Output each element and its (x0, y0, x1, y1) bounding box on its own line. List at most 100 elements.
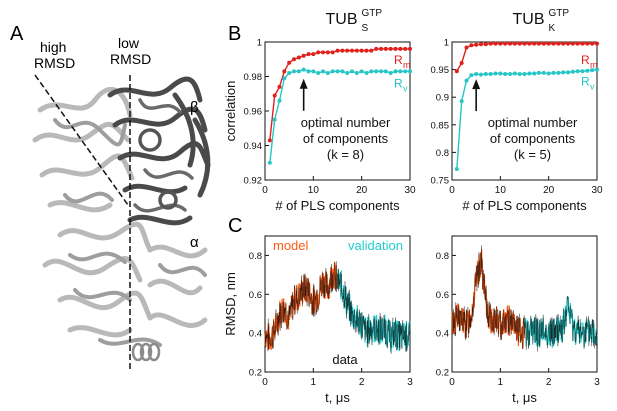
data-point (575, 69, 580, 74)
data-point (277, 84, 282, 89)
y-tick-label: 0.2 (436, 368, 449, 379)
x-axis-label: # of PLS components (462, 198, 587, 213)
data-point (527, 41, 532, 46)
data-point (532, 41, 537, 46)
legend-label-sub: v (403, 83, 408, 93)
data-point (345, 48, 350, 53)
data-point (561, 70, 566, 75)
data-point (379, 46, 383, 51)
low-rmsd-label-1: low (118, 35, 140, 51)
data-point (388, 46, 393, 51)
mid-ribbons (53, 118, 207, 347)
high-rmsd-label-1: high (40, 39, 66, 55)
x-axis-label: t, μs (325, 390, 350, 405)
data-point (345, 71, 350, 76)
data-point (503, 72, 508, 77)
beta-label: β (190, 99, 199, 116)
data-point (546, 41, 551, 46)
data-point (590, 41, 595, 46)
y-tick-label: 1 (444, 38, 449, 49)
x-tick-label: 2 (359, 377, 365, 388)
data-point (393, 69, 398, 74)
dark-ribbons-2 (133, 98, 194, 213)
data-trace (264, 261, 411, 354)
data-point (321, 50, 325, 55)
x-tick-label: 20 (356, 185, 368, 196)
legend-label-sub: m (590, 60, 598, 70)
y-tick-label: 0.8 (436, 148, 449, 159)
data-point (585, 68, 590, 73)
data-point (512, 41, 517, 46)
alpha-label: α (190, 234, 199, 251)
data-point (296, 55, 301, 60)
data-point (493, 41, 498, 46)
data-point (364, 71, 369, 76)
data-point (374, 46, 379, 51)
data-point (488, 41, 493, 46)
data-trace (451, 245, 598, 352)
data-point (272, 93, 277, 98)
annotation-text: of components (303, 131, 389, 146)
x-tick-label: 3 (407, 377, 413, 388)
light-ribbons (32, 86, 208, 338)
data-point (459, 60, 464, 65)
data-point (374, 69, 379, 74)
chart-title-base: TUB (513, 11, 545, 28)
y-axis-label: correlation (223, 81, 238, 142)
y-tick-label: 0.92 (244, 176, 263, 187)
data-point (369, 69, 374, 74)
data-point (364, 48, 369, 53)
x-tick-label: 2 (546, 377, 552, 388)
annotation-text: (k = 5) (514, 147, 551, 162)
chart-b-left: 0 10 20 30 0.92 0.94 0.96 0.98 1 # of PLS compone… (223, 8, 416, 213)
annotation-text: (k = 8) (327, 147, 364, 162)
data-point (474, 72, 479, 77)
panel-letter-b: B (228, 23, 241, 45)
data-point (354, 71, 359, 76)
data-point (483, 42, 488, 47)
data-point (522, 41, 527, 46)
data-point (541, 70, 546, 75)
data-point (267, 138, 272, 143)
data-point (292, 57, 296, 62)
x-tick-label: 3 (594, 377, 600, 388)
y-tick-label: 0.8 (249, 251, 262, 262)
data-point (325, 71, 330, 76)
legend-label: R (581, 75, 590, 89)
chart-c-left: 0 1 2 3 0.2 0.4 0.6 0.8 t, μs RMSD, nm model valida… (223, 235, 413, 405)
data-point (335, 48, 340, 53)
annotation-text: optimal number (488, 115, 578, 130)
data-point (292, 69, 296, 74)
data-point (580, 41, 585, 46)
data-point (575, 41, 580, 46)
data-point (556, 70, 561, 75)
y-tick-label: 0.85 (431, 120, 450, 131)
data-point (537, 70, 541, 75)
data-point (570, 69, 575, 74)
data-point (359, 48, 364, 53)
legend-label: R (394, 53, 403, 67)
data-point (393, 46, 398, 51)
data-point (488, 72, 493, 77)
protein-structure-illustration: high RMSD low RMSD β α (32, 35, 211, 370)
data-point (551, 70, 556, 75)
data-point (340, 69, 345, 74)
data-point (408, 69, 412, 74)
data-point (398, 46, 403, 51)
data-label: data (332, 352, 358, 367)
data-point (454, 69, 459, 74)
high-rmsd-label-2: RMSD (34, 55, 75, 71)
chart-title-sup: GTP (549, 8, 570, 19)
y-tick-label: 0.9 (436, 93, 449, 104)
x-tick-label: 0 (449, 185, 455, 196)
model-trace (451, 249, 526, 349)
helix-coils (131, 342, 161, 362)
data-point (306, 52, 311, 57)
y-tick-label: 0.4 (436, 329, 449, 340)
x-tick-label: 1 (311, 377, 317, 388)
data-point (287, 60, 292, 65)
data-point (408, 46, 412, 51)
data-point (556, 41, 561, 46)
data-point (498, 71, 503, 76)
